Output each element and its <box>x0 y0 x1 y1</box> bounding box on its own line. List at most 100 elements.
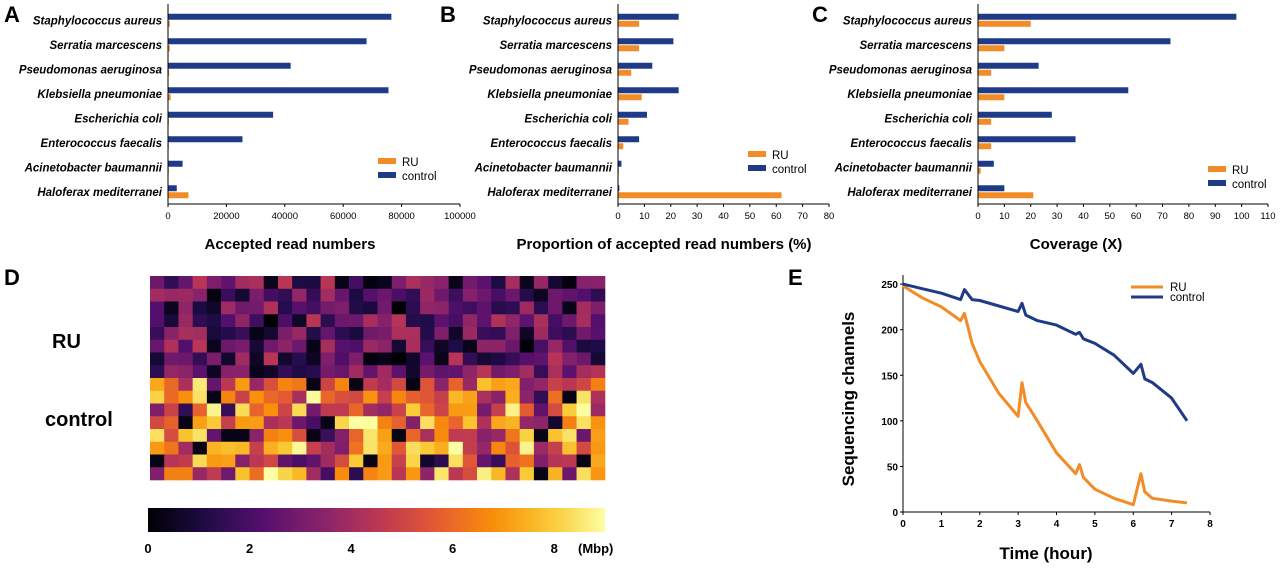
heatmap-cell <box>249 327 265 341</box>
heatmap-cell <box>206 454 222 468</box>
heatmap-cell <box>235 314 250 328</box>
heatmap-cell <box>434 403 449 417</box>
heatmap-cell <box>576 403 592 417</box>
heatmap-cell <box>235 403 250 417</box>
y-tick-label: 50 <box>887 462 899 473</box>
heatmap-cell <box>249 416 265 430</box>
heatmap-cell <box>263 441 279 455</box>
heatmap-cell <box>178 365 193 379</box>
heatmap-cell <box>434 301 449 315</box>
heatmap-cell <box>576 416 592 430</box>
heatmap-cell <box>590 327 606 341</box>
heatmap-cell <box>377 365 393 379</box>
heatmap-cell <box>562 327 577 341</box>
heatmap-cell <box>206 467 222 481</box>
heatmap-cell <box>590 416 606 430</box>
heatmap-cell <box>377 441 393 455</box>
heatmap-cell <box>477 288 492 302</box>
heatmap-cell <box>235 327 250 341</box>
bar-ru <box>618 69 632 76</box>
heatmap-cell <box>519 314 535 328</box>
heatmap-cell <box>391 365 407 379</box>
heatmap-cell <box>349 416 364 430</box>
category-label: Acinetobacter baumannii <box>474 162 613 174</box>
heatmap-cell <box>434 454 449 468</box>
row-group-label-ru: RU <box>52 331 81 353</box>
heatmap-cell <box>377 403 393 417</box>
bar-control <box>168 62 291 69</box>
heatmap-cell <box>363 365 378 379</box>
heatmap-cell <box>477 403 492 417</box>
heatmap-cell <box>462 327 478 341</box>
bar-control <box>168 38 367 45</box>
bar-ru <box>978 45 1005 52</box>
heatmap-cell <box>548 441 563 455</box>
bar-control <box>618 87 679 94</box>
heatmap-cell <box>405 301 421 315</box>
heatmap-cell <box>206 441 222 455</box>
heatmap-cell <box>349 339 364 353</box>
heatmap-cell <box>178 378 193 392</box>
heatmap-cell <box>533 390 549 404</box>
heatmap-cell <box>150 276 165 290</box>
heatmap-cell <box>448 378 464 392</box>
heatmap-cell <box>590 454 606 468</box>
heatmap-cell <box>150 378 165 392</box>
heatmap-cell <box>221 327 236 341</box>
bar-ru <box>978 118 992 125</box>
heatmap-cell <box>505 288 520 302</box>
bar-control <box>168 13 392 20</box>
heatmap-cell <box>306 378 321 392</box>
bar-ru <box>168 20 170 27</box>
heatmap-cell <box>178 314 193 328</box>
heatmap-cell <box>420 378 435 392</box>
heatmap-cell <box>420 339 435 353</box>
bar-control <box>618 38 674 45</box>
heatmap-cell <box>178 467 193 481</box>
heatmap-cell <box>164 403 179 417</box>
x-tick-label: 6 <box>1130 519 1136 530</box>
heatmap-cell <box>178 454 193 468</box>
heatmap-cell <box>206 314 222 328</box>
heatmap-cell <box>320 378 336 392</box>
legend-label-ru: RU <box>1170 282 1187 294</box>
heatmap-cell <box>263 467 279 481</box>
heatmap-cell <box>505 339 520 353</box>
heatmap-cell <box>462 429 478 443</box>
heatmap-cell <box>590 339 606 353</box>
heatmap-cell <box>277 441 293 455</box>
heatmap-cell <box>420 301 435 315</box>
heatmap-cell <box>363 327 378 341</box>
heatmap-cell <box>334 441 350 455</box>
category-label: Staphylococcus aureus <box>843 15 972 27</box>
heatmap-cell <box>306 441 321 455</box>
heatmap-cell <box>164 429 179 443</box>
bar-ru <box>978 20 1031 27</box>
heatmap-cell <box>576 314 592 328</box>
heatmap-cell <box>519 441 535 455</box>
heatmap-cell <box>477 454 492 468</box>
heatmap-cell <box>377 301 393 315</box>
heatmap-cell <box>391 429 407 443</box>
heatmap-cell <box>576 441 592 455</box>
heatmap-cell <box>462 390 478 404</box>
heatmap-cell <box>562 301 577 315</box>
heatmap-cell <box>164 390 179 404</box>
heatmap-cell <box>178 429 193 443</box>
x-tick-label: 40000 <box>272 211 298 222</box>
heatmap-cell <box>391 390 407 404</box>
heatmap-cell <box>306 390 321 404</box>
heatmap-cell <box>477 467 492 481</box>
line-chart-e: 0 1 2 3 4 5 6 7 8 0 50 100 150 200 250 Time (hour) Seque… <box>839 275 1213 563</box>
heatmap-cell <box>519 403 535 417</box>
heatmap-cell <box>164 327 179 341</box>
bar-control <box>978 13 1237 20</box>
heatmap-cell <box>206 416 222 430</box>
heatmap-cell <box>405 378 421 392</box>
colorbar-tick-label: 0 <box>144 541 151 556</box>
heatmap-cell <box>235 339 250 353</box>
heatmap-cell <box>150 390 165 404</box>
heatmap-cell <box>377 378 393 392</box>
colorbar-tick-label: 2 <box>246 541 253 556</box>
heatmap-cell <box>363 276 378 290</box>
